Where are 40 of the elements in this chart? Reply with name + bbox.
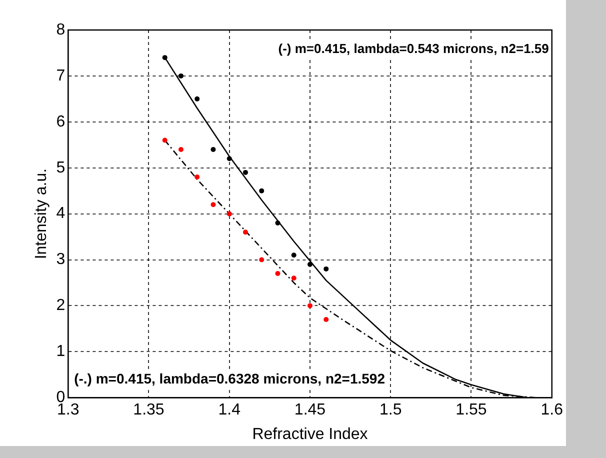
x-tick-label: 1.4 <box>218 402 241 419</box>
y-tick-label: 2 <box>56 297 66 314</box>
point <box>178 146 184 152</box>
x-tick-label: 1.45 <box>294 402 326 419</box>
y-tick-label: 7 <box>56 67 66 84</box>
annotation: (-.) m=0.415, lambda=0.6328 microns, n2=1.592 <box>74 370 386 387</box>
point <box>242 170 248 175</box>
y-tick-label: 8 <box>56 21 66 38</box>
point <box>194 174 200 180</box>
y-tick-label: 3 <box>56 251 66 268</box>
x-tick-label: 1.5 <box>379 402 402 419</box>
point <box>291 252 296 258</box>
point <box>210 146 216 152</box>
x-axis-title: Refractive Index <box>252 426 368 443</box>
point <box>242 230 248 235</box>
annotation: (-) m=0.415, lambda=0.543 microns, n2=1.59 <box>278 41 549 56</box>
x-tick-label: 1.35 <box>133 402 164 419</box>
point <box>324 266 329 272</box>
y-tick-label: 6 <box>56 113 66 130</box>
point <box>307 303 312 308</box>
point <box>194 96 200 102</box>
point <box>226 211 232 216</box>
y-tick-label: 5 <box>56 159 66 176</box>
x-tick-label: 1.6 <box>540 402 564 419</box>
point <box>324 316 329 322</box>
point <box>307 262 312 267</box>
point <box>275 271 280 276</box>
y-tick-label: 1 <box>56 343 66 360</box>
point <box>226 156 232 162</box>
y-axis-title: Intensity a.u. <box>33 168 50 260</box>
point <box>291 276 296 281</box>
point <box>259 188 264 194</box>
point <box>210 202 216 208</box>
point <box>275 220 280 226</box>
x-tick-label: 1.55 <box>456 402 487 419</box>
point <box>162 55 168 60</box>
point <box>162 138 168 143</box>
point <box>259 257 264 262</box>
y-tick-label: 4 <box>56 205 66 222</box>
point <box>178 73 184 78</box>
